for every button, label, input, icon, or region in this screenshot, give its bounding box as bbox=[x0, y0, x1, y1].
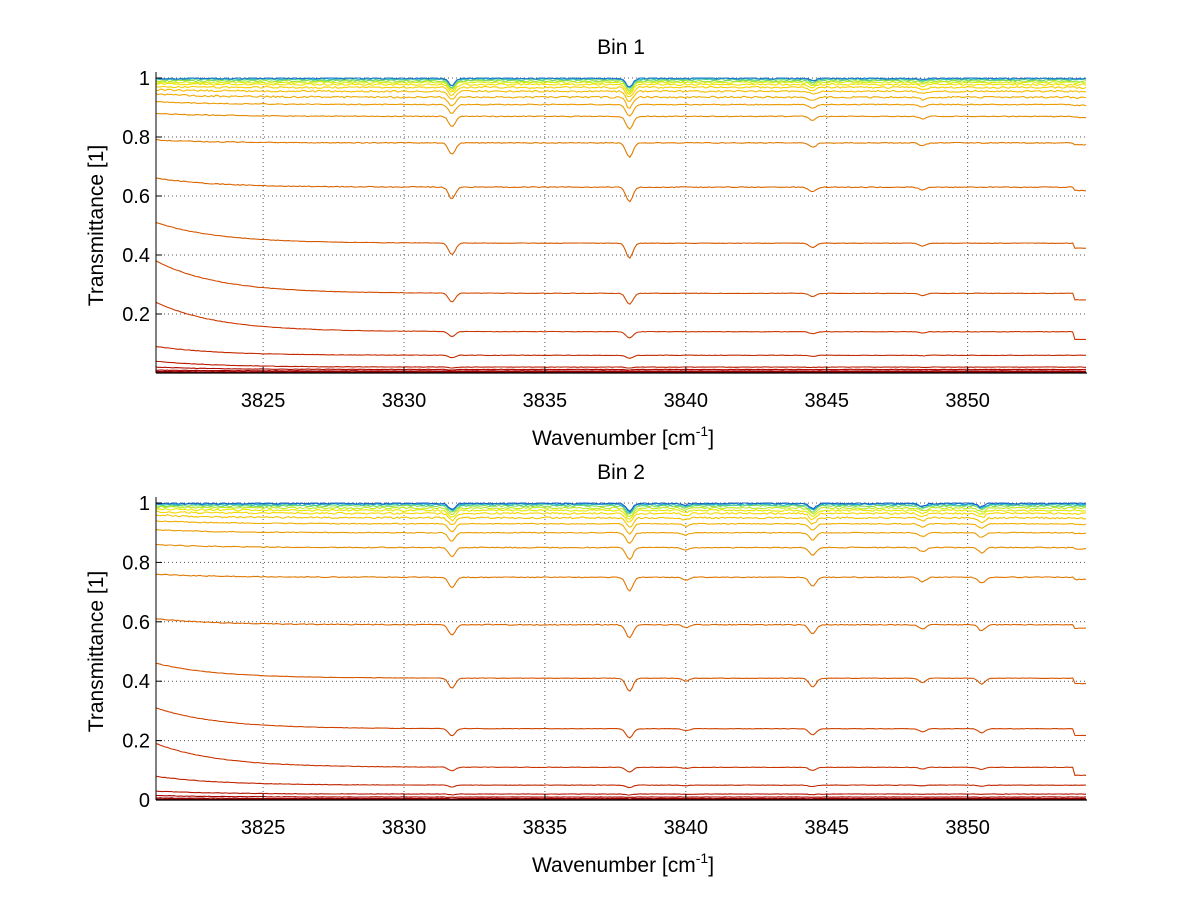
x-tick-label: 3840 bbox=[664, 817, 709, 839]
x-tick-label: 3850 bbox=[945, 817, 990, 839]
series-line-11 bbox=[155, 543, 1087, 561]
series-line-2 bbox=[155, 370, 1087, 373]
series-line-17 bbox=[155, 505, 1087, 517]
y-tick-label: 0.8 bbox=[122, 552, 150, 574]
series-line-11 bbox=[155, 139, 1087, 159]
series-line-12 bbox=[155, 112, 1087, 130]
y-tick-label: 0.2 bbox=[122, 731, 150, 753]
x-tick-label: 3845 bbox=[804, 390, 849, 412]
series-line-8 bbox=[155, 260, 1087, 305]
series-line-10 bbox=[155, 573, 1087, 592]
x-tick-label: 3835 bbox=[523, 817, 568, 839]
series-line-5 bbox=[155, 775, 1087, 789]
y-tick-label: 0.2 bbox=[122, 304, 150, 326]
series-line-22 bbox=[156, 77, 1087, 88]
axes-2: Bin 2 3825 3830 3835 3840 3845 3850 0 0.2 0.4 0.6 0… bbox=[85, 461, 1087, 877]
y-axis-label: Transmittance [1] bbox=[85, 145, 108, 306]
x-tick-label: 3840 bbox=[664, 390, 709, 412]
y-tick-label: 0.4 bbox=[122, 245, 150, 267]
series-line-3 bbox=[156, 794, 1087, 798]
chart-title: Bin 1 bbox=[597, 36, 645, 59]
series-line-13 bbox=[155, 520, 1087, 535]
series-line-9 bbox=[155, 618, 1087, 639]
series-line-16 bbox=[155, 85, 1087, 98]
series-line-15 bbox=[156, 88, 1087, 103]
series-line-5 bbox=[155, 360, 1086, 369]
y-tick-label: 1 bbox=[139, 493, 150, 515]
x-tick-label: 3830 bbox=[382, 817, 427, 839]
series-line-4 bbox=[155, 366, 1087, 371]
series-line-2 bbox=[155, 797, 1087, 800]
series-line-19 bbox=[155, 79, 1087, 92]
series-line-8 bbox=[155, 662, 1087, 692]
axes-1: Bin 1 3825 3830 3835 3840 3845 3850 0.2 0.4 0.6 0.… bbox=[85, 36, 1087, 450]
x-tick-label: 3845 bbox=[804, 817, 849, 839]
series-line-13 bbox=[155, 101, 1087, 117]
y-tick-label: 1 bbox=[139, 68, 150, 90]
series-line-21 bbox=[155, 502, 1087, 513]
x-tick-label: 3830 bbox=[382, 390, 427, 412]
y-tick-label: 0 bbox=[139, 790, 150, 812]
series-line-3 bbox=[155, 369, 1087, 373]
series-line-12 bbox=[155, 528, 1087, 544]
series-line-19 bbox=[155, 502, 1087, 514]
series-line-9 bbox=[155, 222, 1087, 259]
series-line-14 bbox=[155, 514, 1087, 528]
y-tick-label: 0.6 bbox=[122, 612, 150, 634]
series-line-6 bbox=[155, 743, 1087, 777]
series-line-14 bbox=[155, 93, 1087, 109]
series-line-17 bbox=[155, 82, 1087, 96]
chart-title: Bin 2 bbox=[597, 461, 645, 484]
series-line-15 bbox=[156, 510, 1087, 523]
y-tick-label: 0.8 bbox=[122, 127, 150, 149]
series-line-16 bbox=[155, 507, 1087, 520]
series-line-6 bbox=[155, 346, 1087, 359]
x-axis-label: Wavenumber [cm-1] bbox=[532, 423, 714, 450]
series-line-10 bbox=[155, 177, 1086, 203]
x-tick-label: 3835 bbox=[523, 390, 568, 412]
series-line-4 bbox=[155, 790, 1086, 796]
x-tick-label: 3825 bbox=[241, 817, 286, 839]
y-axis-label: Transmittance [1] bbox=[85, 571, 108, 732]
y-tick-label: 0.4 bbox=[122, 671, 150, 693]
series-line-7 bbox=[155, 707, 1087, 739]
x-axis-label: Wavenumber [cm-1] bbox=[532, 850, 714, 877]
x-tick-label: 3850 bbox=[945, 390, 990, 412]
y-tick-label: 0.6 bbox=[122, 186, 150, 208]
x-tick-label: 3825 bbox=[241, 390, 286, 412]
series-line-7 bbox=[155, 301, 1087, 341]
